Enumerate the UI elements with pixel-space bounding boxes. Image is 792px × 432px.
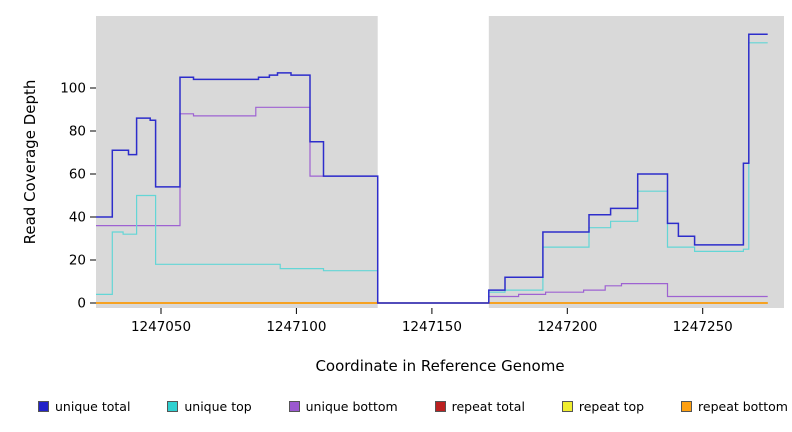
legend-swatch-unique-bottom [288, 401, 300, 412]
legend-label: repeat total [451, 399, 525, 414]
x-tick-label: 1247250 [673, 319, 733, 335]
legend-item-repeat-bottom: repeat bottom [681, 399, 788, 414]
legend-swatch-repeat-top [561, 401, 573, 412]
series-unique-total [96, 33, 768, 304]
x-tick-label: 1247200 [537, 319, 597, 335]
y-tick-label: 40 [69, 210, 86, 226]
legend-label: unique top [184, 399, 252, 414]
legend-item-unique-top: unique top [167, 399, 252, 414]
legend-item-unique-total: unique total [38, 399, 130, 414]
x-axis-title: Coordinate in Reference Genome [315, 357, 565, 375]
legend-label: unique bottom [305, 399, 398, 414]
y-tick-label: 100 [60, 81, 86, 97]
legend-item-repeat-total: repeat total [434, 399, 525, 414]
legend-label: repeat top [578, 399, 645, 414]
legend-swatch-unique-total [38, 401, 49, 412]
legend-item-repeat-top: repeat top [561, 399, 645, 414]
y-tick-label: 80 [69, 124, 86, 140]
shaded-region-0 [96, 16, 378, 308]
legend-item-unique-bottom: unique bottom [288, 399, 398, 414]
legend-label: unique total [55, 399, 131, 414]
y-tick-label: 60 [69, 167, 86, 183]
shaded-region-1 [488, 16, 784, 308]
legend-label: repeat bottom [698, 399, 788, 414]
legend: unique total unique top unique bottom re… [38, 399, 788, 414]
y-tick-label: 0 [77, 296, 86, 312]
x-tick-label: 1247050 [131, 319, 191, 335]
legend-swatch-repeat-bottom [681, 401, 693, 412]
legend-swatch-unique-top [167, 401, 179, 412]
y-axis-title: Read Coverage Depth [21, 79, 39, 245]
y-tick-label: 20 [69, 253, 86, 269]
x-tick-label: 1247100 [266, 319, 326, 335]
legend-swatch-repeat-total [434, 401, 446, 412]
x-tick-label: 1247150 [402, 319, 462, 335]
series-unique-bottom [96, 106, 768, 304]
series-unique-top [96, 42, 768, 304]
